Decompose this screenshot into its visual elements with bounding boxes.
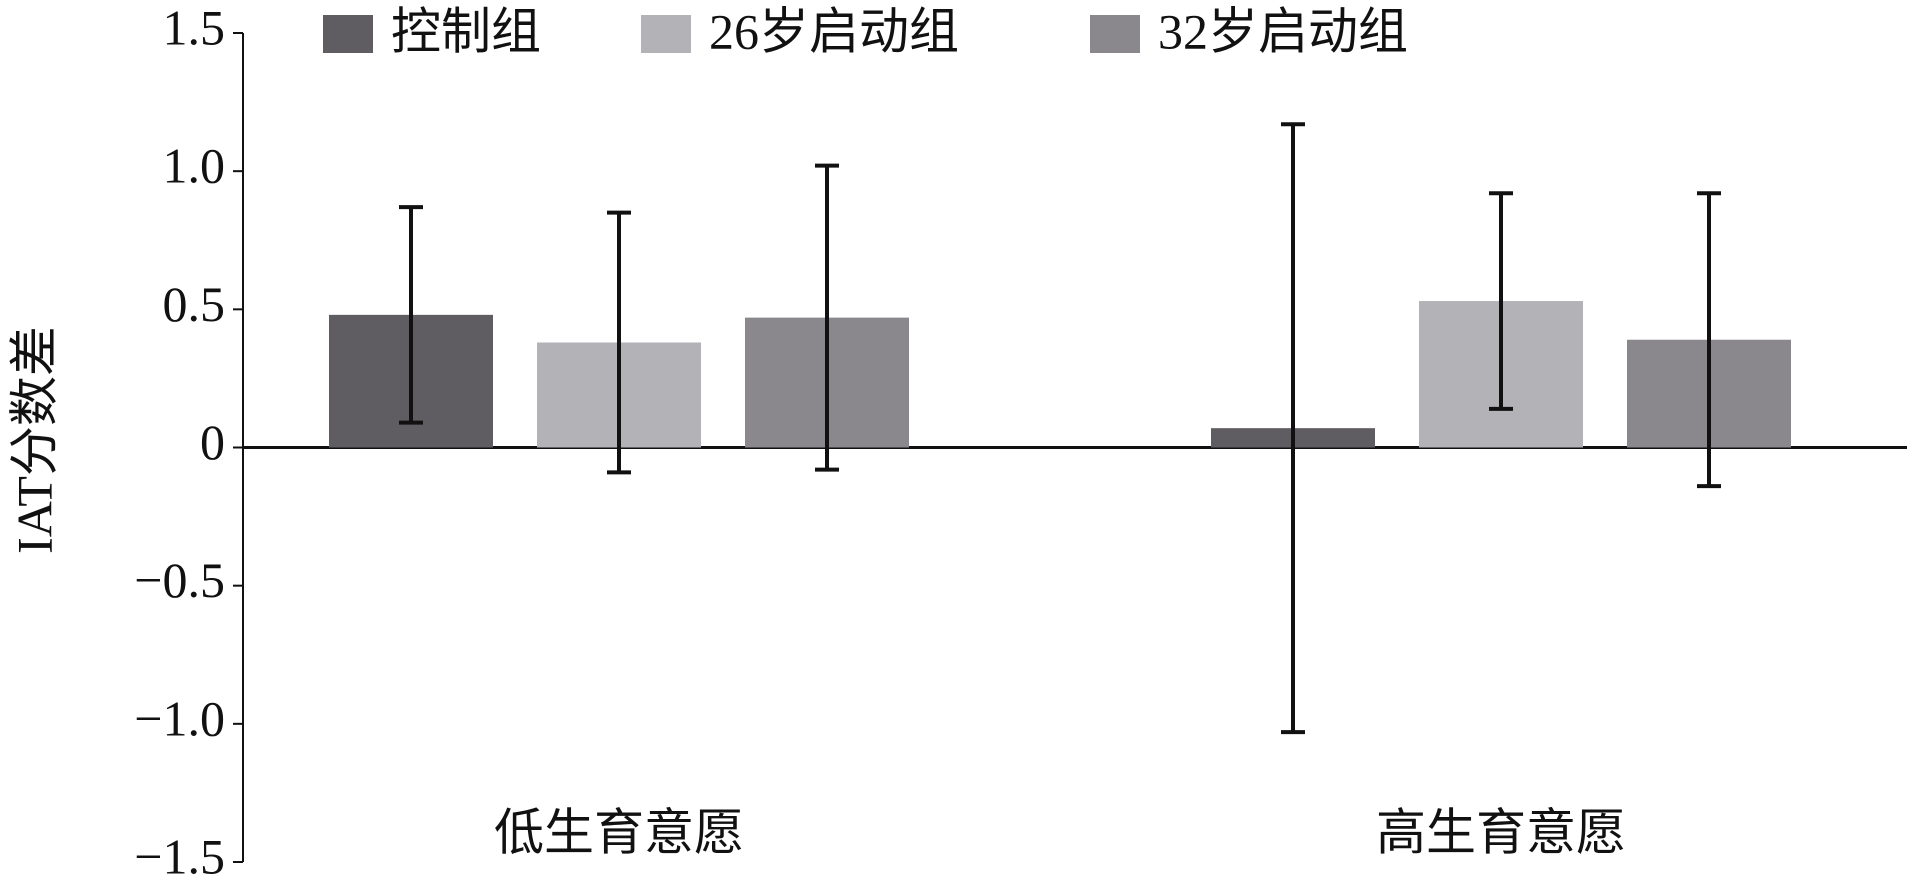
error-bar xyxy=(1281,122,1305,735)
y-tick-label: −0.5 xyxy=(134,552,225,608)
error-bar xyxy=(1697,191,1721,489)
legend-swatch xyxy=(323,15,373,53)
legend-label: 26岁启动组 xyxy=(709,3,959,59)
y-tick-label: 1.0 xyxy=(163,138,226,194)
legend-label: 32岁启动组 xyxy=(1158,3,1408,59)
legend-swatch xyxy=(1090,15,1140,53)
error-bar xyxy=(815,163,839,472)
y-tick-label: 1.5 xyxy=(163,0,226,55)
error-bar xyxy=(1489,191,1513,411)
x-tick-label: 低生育意愿 xyxy=(494,804,744,860)
y-axis-label: IAT分数差 xyxy=(6,326,62,554)
legend-swatch xyxy=(641,15,691,53)
y-tick-label: 0.5 xyxy=(163,276,226,332)
error-bar xyxy=(399,205,423,425)
error-bar xyxy=(607,210,631,475)
y-tick-label: −1.0 xyxy=(134,690,225,746)
y-tick-label: 0 xyxy=(200,414,225,470)
legend-label: 控制组 xyxy=(391,3,541,59)
y-tick-label: −1.5 xyxy=(134,828,225,875)
x-tick-label: 高生育意愿 xyxy=(1376,804,1626,860)
